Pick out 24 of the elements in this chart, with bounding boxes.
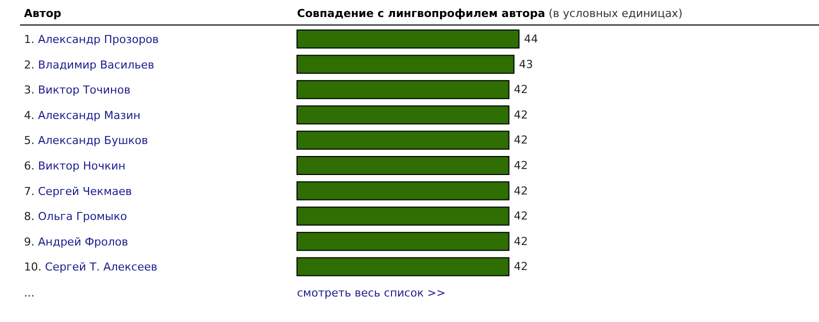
data-label: 42: [514, 159, 528, 172]
y-tick-label: 2. Владимир Васильев: [24, 58, 154, 71]
y-tick-label: 6. Виктор Ночкин: [24, 159, 126, 172]
y-tick-label: 3. Виктор Точинов: [24, 83, 130, 96]
data-label: 42: [514, 210, 528, 223]
y-tick-label: 9. Андрей Фролов: [24, 234, 128, 248]
y-tick-label: 1. Александр Прозоров: [24, 32, 159, 46]
text: смотреть весь список >>: [297, 286, 446, 300]
y-tick-label: 10. Сергей Т. Алексеев: [24, 260, 158, 274]
data-label: 42: [514, 234, 528, 248]
data-label: 43: [518, 58, 533, 71]
data-label: 42: [514, 184, 528, 198]
y-tick-label: 7. Сергей Чекмаев: [24, 184, 132, 198]
text: ...: [24, 286, 34, 300]
y-tick-label: 4. Александр Мазин: [24, 108, 140, 122]
x-axis-title: Совпадение с лингвопрофилем автора (в условных единицах): [297, 7, 682, 20]
y-tick-label: 8. Ольга Громыко: [24, 210, 128, 223]
data-label: 42: [514, 260, 528, 274]
data-label: 44: [524, 32, 538, 46]
data-label: 42: [514, 83, 528, 96]
data-label: 42: [514, 108, 528, 122]
y-tick-label: 5. Александр Бушков: [24, 134, 148, 147]
y-axis-title: Автор: [24, 7, 62, 20]
data-label: 42: [514, 134, 528, 147]
